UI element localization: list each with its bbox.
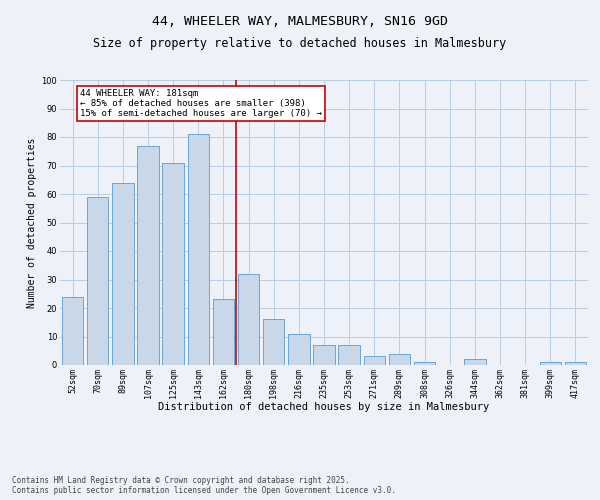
Text: Size of property relative to detached houses in Malmesbury: Size of property relative to detached ho… bbox=[94, 38, 506, 51]
X-axis label: Distribution of detached houses by size in Malmesbury: Distribution of detached houses by size … bbox=[158, 402, 490, 412]
Bar bbox=[163, 162, 184, 365]
Bar bbox=[87, 197, 109, 365]
Bar bbox=[62, 296, 83, 365]
Text: 44 WHEELER WAY: 181sqm
← 85% of detached houses are smaller (398)
15% of semi-de: 44 WHEELER WAY: 181sqm ← 85% of detached… bbox=[80, 88, 322, 118]
Bar bbox=[364, 356, 385, 365]
Bar bbox=[238, 274, 259, 365]
Y-axis label: Number of detached properties: Number of detached properties bbox=[28, 138, 37, 308]
Bar bbox=[464, 360, 485, 365]
Bar bbox=[338, 345, 360, 365]
Bar bbox=[313, 345, 335, 365]
Bar bbox=[112, 182, 134, 365]
Bar bbox=[539, 362, 561, 365]
Bar bbox=[137, 146, 158, 365]
Bar bbox=[213, 300, 234, 365]
Bar bbox=[565, 362, 586, 365]
Text: 44, WHEELER WAY, MALMESBURY, SN16 9GD: 44, WHEELER WAY, MALMESBURY, SN16 9GD bbox=[152, 15, 448, 28]
Text: Contains HM Land Registry data © Crown copyright and database right 2025.
Contai: Contains HM Land Registry data © Crown c… bbox=[12, 476, 396, 495]
Bar bbox=[389, 354, 410, 365]
Bar bbox=[263, 320, 284, 365]
Bar bbox=[414, 362, 435, 365]
Bar bbox=[188, 134, 209, 365]
Bar bbox=[288, 334, 310, 365]
